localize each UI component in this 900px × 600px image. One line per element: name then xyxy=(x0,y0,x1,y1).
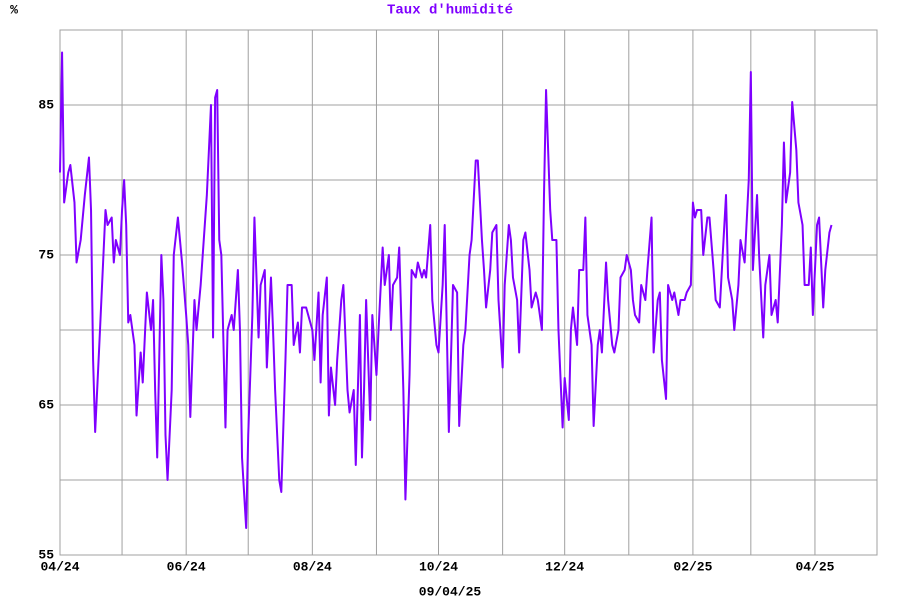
y-unit: % xyxy=(10,2,18,17)
chart-title: Taux d'humidité xyxy=(387,3,513,19)
y-tick-label: 65 xyxy=(38,397,54,412)
x-tick-label: 12/24 xyxy=(545,559,584,574)
plot-area xyxy=(59,29,878,556)
x-tick-label: 04/25 xyxy=(795,559,834,574)
x-tick-label: 02/25 xyxy=(673,559,712,574)
humidity-line xyxy=(59,51,833,529)
x-tick-label: 10/24 xyxy=(419,559,458,574)
y-tick-label: 55 xyxy=(38,547,54,562)
date-label: 09/04/25 xyxy=(419,584,482,599)
x-tick-label: 06/24 xyxy=(167,559,206,574)
x-tick-label: 08/24 xyxy=(293,559,332,574)
x-tick-label: 04/24 xyxy=(40,559,79,574)
y-tick-label: 85 xyxy=(38,97,54,112)
y-tick-label: 75 xyxy=(38,247,54,262)
